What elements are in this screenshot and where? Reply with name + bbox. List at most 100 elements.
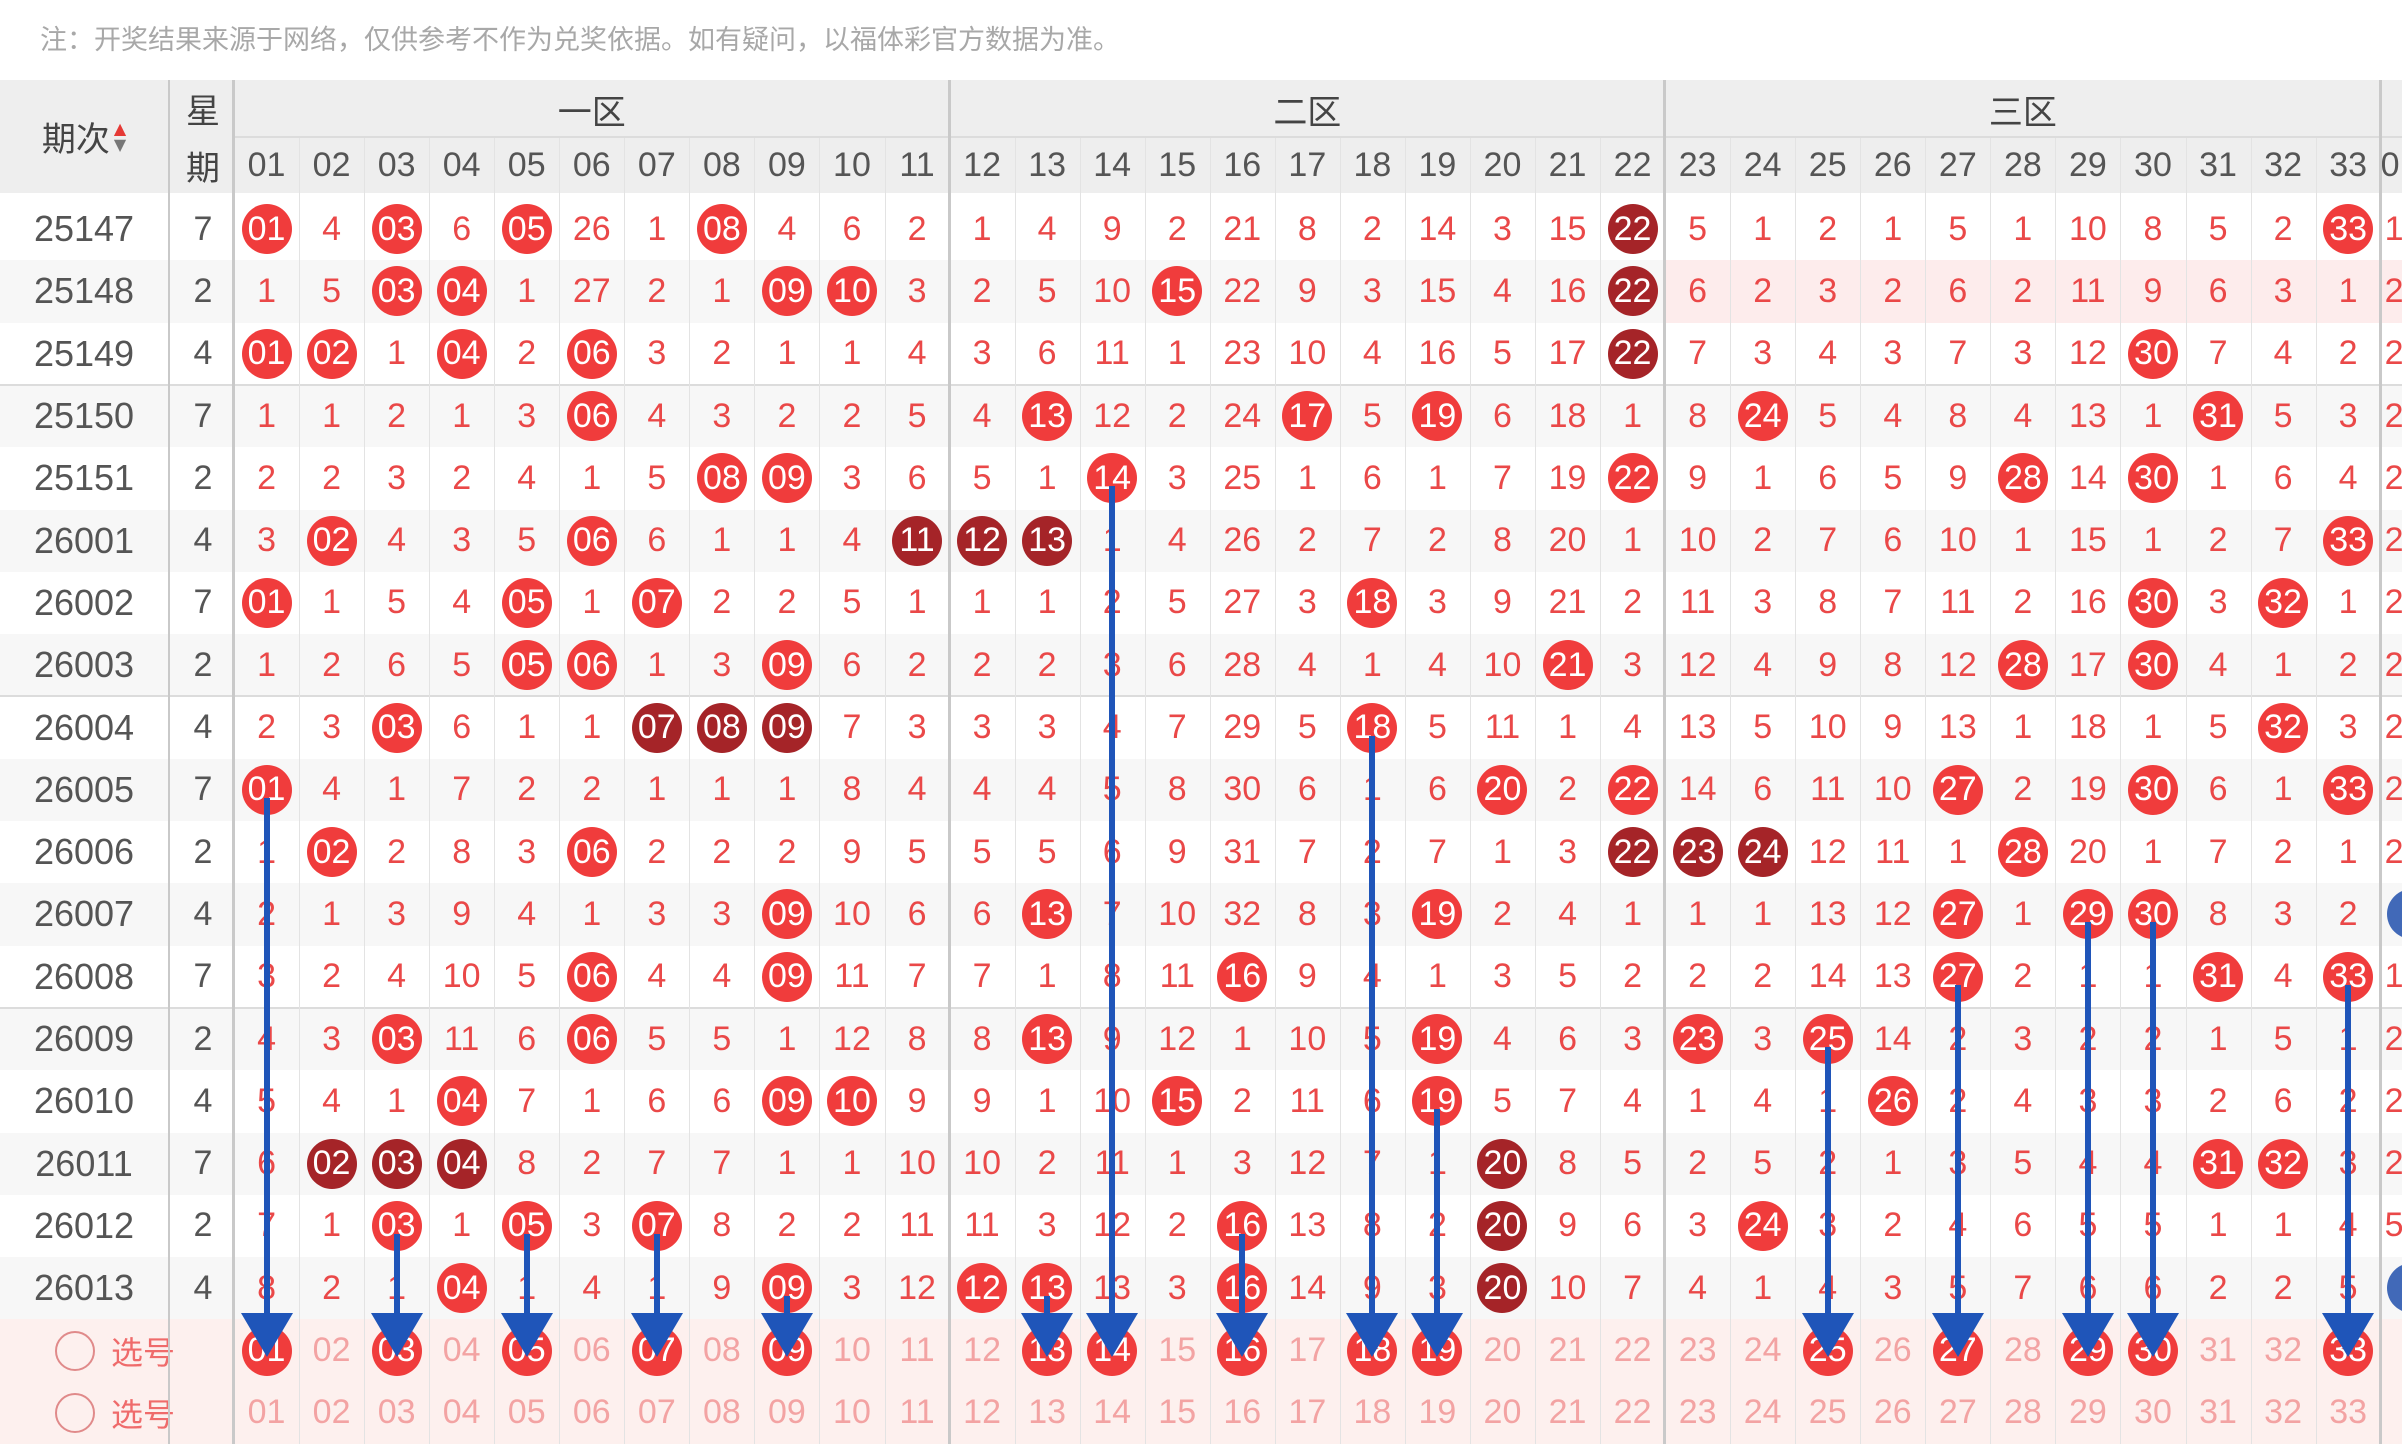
drawn-number-ball[interactable]: 09 [761,453,812,504]
drawn-number-ball[interactable]: 33 [2323,764,2374,815]
drawn-number-ball[interactable]: 13 [1022,515,1073,566]
column-header-15[interactable]: 15 [1158,146,1197,184]
drawn-number-ball[interactable]: 27 [1932,764,1983,815]
column-header-24[interactable]: 24 [1743,146,1782,184]
drawn-number-ball[interactable]: 09 [761,640,812,691]
selectable-number[interactable]: 05 [507,1393,546,1432]
drawn-number-ball[interactable]: 12 [957,515,1008,566]
drawn-number-ball[interactable]: 22 [1607,266,1658,317]
column-header-06[interactable]: 06 [572,146,611,184]
selectable-number[interactable]: 20 [1483,1331,1522,1370]
column-header-27[interactable]: 27 [1938,146,1977,184]
drawn-number-ball[interactable]: 30 [2127,328,2178,379]
column-header-33[interactable]: 33 [2329,146,2368,184]
selectable-number[interactable]: 10 [833,1393,871,1432]
drawn-number-ball[interactable]: 15 [1152,266,1203,317]
selectable-number[interactable]: 10 [833,1331,871,1370]
drawn-number-ball[interactable]: 30 [2127,577,2178,628]
drawn-number-ball[interactable]: 13 [1022,1014,1073,1065]
issue-column-header[interactable]: 期次 ▲ ▼ [0,80,168,193]
selectable-number[interactable]: 18 [1353,1393,1392,1432]
column-header-30[interactable]: 30 [2134,146,2172,184]
selectable-number[interactable]: 16 [1223,1393,1262,1432]
drawn-number-ball[interactable]: 01 [241,577,292,628]
select-radio-icon[interactable] [55,1330,95,1371]
drawn-number-ball[interactable]: 06 [566,1014,617,1065]
drawn-number-ball[interactable]: 28 [1997,453,2048,504]
drawn-number-ball[interactable]: 02 [306,515,357,566]
drawn-number-ball[interactable]: 28 [1997,640,2048,691]
column-header-10[interactable]: 10 [833,146,871,184]
drawn-number-ball[interactable]: 31 [2193,391,2244,442]
selectable-number[interactable]: 13 [1028,1393,1067,1432]
selectable-number[interactable]: 14 [1093,1393,1132,1432]
drawn-number-ball[interactable]: 22 [1607,328,1658,379]
sort-toggle-icon[interactable]: ▲ ▼ [113,118,127,154]
drawn-number-ball[interactable]: 24 [1737,827,1788,878]
column-header-25[interactable]: 25 [1808,146,1847,184]
selectable-number[interactable]: 23 [1678,1331,1717,1370]
drawn-number-ball[interactable]: 24 [1737,391,1788,442]
selectable-number[interactable]: 21 [1548,1331,1587,1370]
select-row-label[interactable]: 选号 [110,1395,175,1434]
drawn-number-ball[interactable]: 20 [1477,1138,1528,1189]
selectable-number[interactable]: 25 [1808,1393,1847,1432]
selectable-number[interactable]: 08 [702,1393,741,1432]
column-header-31[interactable]: 31 [2199,146,2237,184]
drawn-number-ball[interactable]: 06 [566,391,617,442]
drawn-number-ball[interactable]: 05 [501,204,552,255]
selectable-number[interactable]: 28 [2003,1331,2042,1370]
selectable-number[interactable]: 26 [1873,1331,1912,1370]
selectable-number[interactable]: 02 [312,1393,351,1432]
drawn-number-ball[interactable]: 09 [761,1076,812,1127]
drawn-number-ball[interactable]: 04 [436,1076,487,1127]
selectable-number[interactable]: 17 [1288,1393,1327,1432]
column-header-26[interactable]: 26 [1873,146,1912,184]
selectable-number[interactable]: 30 [2134,1393,2172,1432]
selectable-number[interactable]: 22 [1613,1393,1652,1432]
select-radio-icon[interactable] [55,1392,95,1433]
drawn-number-ball[interactable]: 02 [306,1138,357,1189]
drawn-number-ball[interactable]: 22 [1607,764,1658,815]
drawn-number-ball[interactable]: 01 [241,328,292,379]
drawn-number-ball[interactable]: 23 [1672,827,1723,878]
drawn-number-ball[interactable]: 31 [2193,1138,2244,1189]
drawn-number-ball[interactable]: 17 [1282,391,1333,442]
drawn-number-ball[interactable]: 02 [306,328,357,379]
drawn-number-ball[interactable]: 03 [371,266,422,317]
selectable-number[interactable]: 32 [2264,1331,2302,1370]
drawn-number-ball[interactable]: 31 [2193,951,2244,1002]
selectable-number[interactable]: 09 [768,1393,806,1432]
drawn-number-ball[interactable]: 15 [1152,1076,1203,1127]
drawn-number-ball[interactable]: 24 [1737,1200,1788,1251]
drawn-number-ball[interactable]: 03 [371,204,422,255]
drawn-number-ball[interactable]: 06 [566,827,617,878]
drawn-number-ball[interactable]: 02 [306,827,357,878]
selectable-number[interactable]: 04 [442,1331,481,1370]
drawn-number-ball[interactable]: 06 [566,328,617,379]
drawn-number-ball[interactable]: 19 [1412,1076,1463,1127]
drawn-number-ball[interactable]: 22 [1607,204,1658,255]
drawn-number-ball[interactable]: 10 [826,266,877,317]
drawn-number-ball[interactable]: 18 [1347,577,1398,628]
drawn-number-ball[interactable]: 08 [696,453,747,504]
drawn-number-ball[interactable]: 13 [1022,391,1073,442]
drawn-number-ball[interactable]: 04 [436,1263,487,1314]
selectable-number[interactable]: 24 [1743,1331,1782,1370]
column-header-12[interactable]: 12 [963,146,1001,184]
column-header-18[interactable]: 18 [1353,146,1392,184]
selectable-number[interactable]: 26 [1873,1393,1912,1432]
selectable-number[interactable]: 03 [377,1393,416,1432]
drawn-number-ball[interactable]: 04 [436,266,487,317]
drawn-number-ball[interactable]: 33 [2323,204,2374,255]
selectable-number[interactable]: 04 [442,1393,481,1432]
drawn-number-ball[interactable]: 09 [761,889,812,940]
selectable-number[interactable]: 32 [2264,1393,2302,1432]
drawn-number-ball[interactable]: 08 [696,702,747,753]
selectable-number[interactable]: 06 [572,1393,611,1432]
drawn-number-ball[interactable]: 11 [892,515,943,566]
column-header-21[interactable]: 21 [1548,146,1587,184]
selectable-number[interactable]: 06 [572,1331,611,1370]
drawn-number-ball[interactable]: 23 [1672,1014,1723,1065]
drawn-number-ball[interactable]: 28 [1997,827,2048,878]
